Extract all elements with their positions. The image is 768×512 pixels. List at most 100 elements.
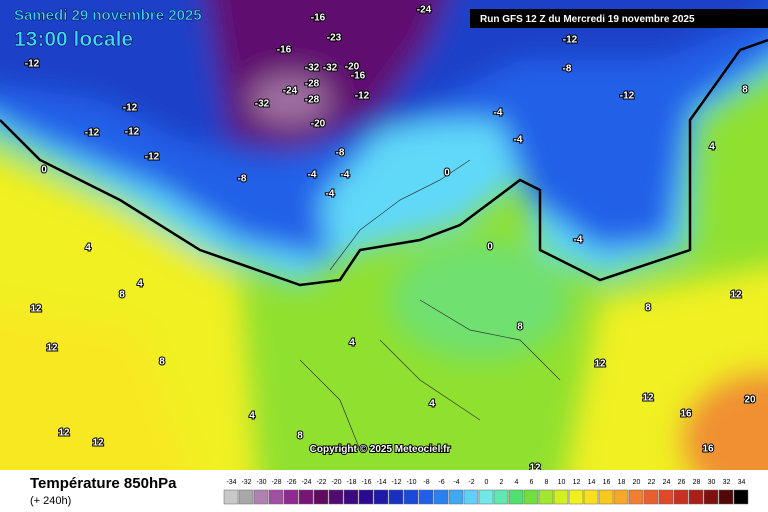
scale-swatch xyxy=(598,489,614,505)
scale-swatch xyxy=(313,489,329,505)
scale-label: 20 xyxy=(633,479,641,486)
scale-label: 26 xyxy=(678,479,686,486)
scale-swatch xyxy=(493,489,509,505)
scale-label: 10 xyxy=(558,479,566,486)
scale-label: -10 xyxy=(406,479,416,486)
scale-swatch xyxy=(688,489,704,505)
map-label: -16 xyxy=(277,45,292,56)
scale-label: -12 xyxy=(391,479,401,486)
map-label: 12 xyxy=(58,428,70,439)
map-label: -12 xyxy=(25,59,40,70)
map-label: 16 xyxy=(702,444,714,455)
map-label: -12 xyxy=(85,128,100,139)
scale-label: 12 xyxy=(573,479,581,486)
map-label: 20 xyxy=(744,395,756,406)
scale-label: 2 xyxy=(500,479,504,486)
scale-swatch xyxy=(418,489,434,505)
scale-swatch xyxy=(268,489,284,505)
map-label: 0 xyxy=(444,168,450,179)
scale-label: 34 xyxy=(738,479,746,486)
scale-swatch xyxy=(718,489,734,505)
map-label: -16 xyxy=(311,13,326,24)
borders xyxy=(299,159,561,451)
map-label: -24 xyxy=(417,5,432,16)
scale-label: -6 xyxy=(438,479,444,486)
scale-label: 28 xyxy=(693,479,701,486)
run: Run GFS 12 Z du Mercredi 19 novembre 202… xyxy=(480,14,695,25)
map-label: 4 xyxy=(349,338,355,349)
scale-label: -8 xyxy=(423,479,429,486)
map-label: 4 xyxy=(709,142,715,153)
map-label: -12 xyxy=(355,91,370,102)
scale-swatch xyxy=(508,489,524,505)
map-label: 8 xyxy=(119,290,125,301)
map-label: 4 xyxy=(85,243,91,254)
map-label: 4 xyxy=(249,411,255,422)
map-label: -12 xyxy=(620,91,635,102)
map-label: -28 xyxy=(305,95,320,106)
scale-swatch xyxy=(568,489,584,505)
scale-label: 6 xyxy=(530,479,534,486)
copyright: Copyright © 2025 Meteociel.fr xyxy=(310,444,451,455)
scale-swatch xyxy=(358,489,374,505)
map-label: 8 xyxy=(645,303,651,314)
map-label: 12 xyxy=(30,304,42,315)
scale-swatch xyxy=(613,489,629,505)
footer-lead: (+ 240h) xyxy=(30,495,71,507)
map-label: -8 xyxy=(336,148,345,159)
scale-swatch xyxy=(403,489,419,505)
scale-swatch xyxy=(703,489,719,505)
map-label: -23 xyxy=(327,33,342,44)
scale-swatch xyxy=(388,489,404,505)
scale-label: -22 xyxy=(316,479,326,486)
map-label: 12 xyxy=(642,393,654,404)
map-label: 12 xyxy=(46,343,58,354)
map-label: -28 xyxy=(305,79,320,90)
scale-label: 18 xyxy=(618,479,626,486)
scale-swatch xyxy=(448,489,464,505)
scale-swatch xyxy=(658,489,674,505)
scale-label: -32 xyxy=(241,479,251,486)
map-label: -4 xyxy=(308,170,317,181)
map-label: -4 xyxy=(514,135,523,146)
scale-label: 8 xyxy=(545,479,549,486)
scale-swatch xyxy=(373,489,389,505)
scale-swatch xyxy=(478,489,494,505)
scale-swatch xyxy=(298,489,314,505)
scale-swatch xyxy=(328,489,344,505)
map-label: 12 xyxy=(92,438,104,449)
map-label: -20 xyxy=(311,119,326,130)
map-label: 16 xyxy=(680,409,692,420)
scale-label: 14 xyxy=(588,479,596,486)
map-label: -4 xyxy=(494,108,503,119)
scale-swatch xyxy=(628,489,644,505)
scale-label: -14 xyxy=(376,479,386,486)
scale-swatch xyxy=(673,489,689,505)
scale-label: 4 xyxy=(515,479,519,486)
map-label: 8 xyxy=(159,357,165,368)
scale-label: 24 xyxy=(663,479,671,486)
map-label: -12 xyxy=(125,127,140,138)
scale-swatch xyxy=(253,489,269,505)
scale-label: -34 xyxy=(226,479,236,486)
map-label: -8 xyxy=(238,174,247,185)
zero-isotherm xyxy=(0,38,768,287)
map-label: -4 xyxy=(574,235,583,246)
scale-swatch xyxy=(733,489,749,505)
scale-label: 16 xyxy=(603,479,611,486)
map-label: 0 xyxy=(487,242,493,253)
map-label: 12 xyxy=(730,290,742,301)
map-label: -4 xyxy=(341,170,350,181)
map-label: -4 xyxy=(326,189,335,200)
map-label: 8 xyxy=(517,322,523,333)
scale-label: -18 xyxy=(346,479,356,486)
scale-label: -2 xyxy=(468,479,474,486)
map-label: 0 xyxy=(41,165,47,176)
scale-label: 22 xyxy=(648,479,656,486)
map-label: -20 xyxy=(345,62,360,73)
map-label: -32 xyxy=(305,63,320,74)
map-label: -12 xyxy=(563,35,578,46)
scale-swatch xyxy=(553,489,569,505)
scale-swatch xyxy=(463,489,479,505)
